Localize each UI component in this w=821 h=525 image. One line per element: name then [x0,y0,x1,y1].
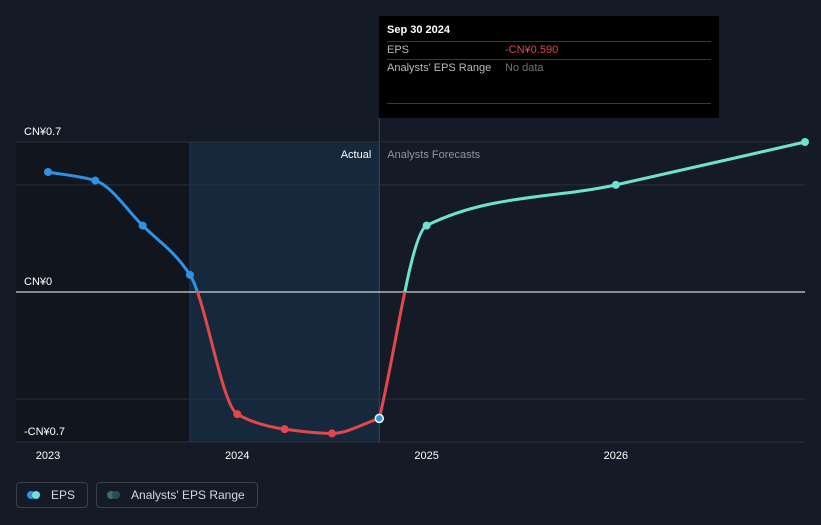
chart-legend: EPS Analysts' EPS Range [16,482,258,508]
eps-actual-point-3 [185,270,194,279]
eps-actual-point-6 [327,429,336,438]
y-tick-label-2: -CN¥0.7 [24,426,65,438]
eps-point-highlighted [374,413,385,424]
actual-section-label: Actual [341,149,372,161]
tooltip-spacer [387,77,711,104]
chart-bands [16,118,380,442]
tooltip-eps-value: -CN¥0.590 [505,44,559,56]
tooltip-date: Sep 30 2024 [387,24,450,36]
tooltip-eps-label: EPS [387,44,410,56]
eps-forecast-point-1 [422,221,431,230]
tooltip-range-value: No data [505,62,544,74]
series-forecast-line-negative [377,292,407,420]
forecast-section-label: Analysts Forecasts [387,149,480,161]
y-tick-label-1: CN¥0 [24,276,52,288]
legend-eps-range-label: Analysts' EPS Range [131,488,245,502]
chart-labels: CN¥0.7 CN¥0 -CN¥0.7 2023 2024 2025 2026 Actual A… [24,126,628,462]
series-actual-line-negative [195,292,381,435]
y-tick-label-0: CN¥0.7 [24,126,61,138]
chart-lines [46,140,807,435]
eps-actual-point-4 [233,410,242,419]
eps-range-legend-icon [107,491,123,499]
eps-actual-point-5 [280,425,289,434]
tooltip-row-range: Analysts' EPS Range No data [387,59,711,77]
eps-actual-point-2 [138,221,147,230]
x-tick-label-2: 2025 [414,450,438,462]
eps-actual-point-0 [44,168,52,176]
chart-points [44,138,809,438]
legend-item-eps-range[interactable]: Analysts' EPS Range [96,482,258,508]
series-actual-line-positive [46,170,200,292]
hover-tooltip: Sep 30 2024 EPS -CN¥0.590 Analysts' EPS … [379,16,719,118]
legend-item-eps[interactable]: EPS [16,482,89,508]
series-forecast-line-positive [403,140,807,292]
tooltip-row-eps: EPS -CN¥0.590 [387,41,711,59]
tooltip-range-label: Analysts' EPS Range [387,62,492,74]
legend-eps-label: EPS [51,488,76,502]
eps-actual-point-1 [91,176,100,185]
x-tick-label-3: 2026 [604,450,628,462]
chart-grid [16,141,805,443]
x-tick-label-0: 2023 [36,450,60,462]
eps-forecast-point-3 [801,138,809,146]
eps-legend-icon [27,491,43,499]
eps-forecast-point-2 [611,180,620,189]
x-tick-label-1: 2024 [225,450,249,462]
